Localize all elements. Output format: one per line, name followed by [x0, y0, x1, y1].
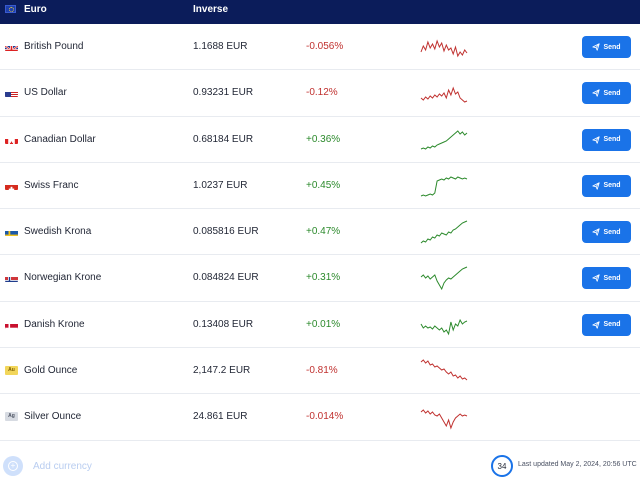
ch-flag-icon — [5, 181, 18, 190]
currency-list: British Pound 1.1688 EUR -0.056% Send US Dol… — [0, 24, 640, 441]
ca-flag-icon — [5, 135, 18, 144]
currency-row[interactable]: Swiss Franc 1.0237 EUR +0.45% Send — [0, 163, 640, 210]
change-percent: -0.12% — [306, 87, 338, 99]
inverse-toggle[interactable]: Inverse — [193, 4, 229, 15]
paper-plane-icon — [592, 89, 601, 97]
currency-row[interactable]: Ag Silver Ounce 24.861 EUR -0.014% — [0, 394, 640, 441]
exchange-rate: 0.93231 EUR — [193, 87, 254, 99]
send-button[interactable]: Send — [582, 36, 631, 58]
footer: + Add currency 34 Last updated May 2, 20… — [0, 452, 640, 479]
send-button-label: Send — [603, 182, 621, 190]
send-button[interactable]: Send — [582, 82, 631, 105]
add-currency-button[interactable]: + Add currency — [3, 456, 92, 476]
currency-name: Swedish Krona — [24, 226, 92, 238]
sparkline-chart — [420, 39, 468, 58]
paper-plane-icon — [592, 321, 601, 329]
sparkline-chart — [420, 129, 468, 150]
exchange-rate: 2,147.2 EUR — [193, 365, 251, 377]
paper-plane-icon — [592, 43, 601, 51]
send-button-label: Send — [603, 43, 621, 51]
currency-name: Gold Ounce — [24, 365, 78, 377]
sparkline-path — [420, 267, 468, 291]
paper-plane-icon — [592, 274, 601, 283]
paper-plane-icon — [592, 182, 601, 190]
currency-row[interactable]: Au Gold Ounce 2,147.2 EUR -0.81% — [0, 348, 640, 395]
sparkline-path — [420, 86, 468, 103]
us-flag-icon — [5, 88, 18, 98]
sparkline-path — [420, 39, 468, 58]
currency-row[interactable]: Canadian Dollar 0.68184 EUR +0.36% Send — [0, 117, 640, 163]
currency-row[interactable]: Norwegian Krone 0.084824 EUR +0.31% Send — [0, 255, 640, 302]
au-metal-icon: Au — [5, 366, 18, 376]
exchange-rate: 0.13408 EUR — [193, 318, 254, 330]
send-button[interactable]: Send — [582, 174, 631, 197]
change-percent: +0.47% — [306, 226, 341, 238]
currency-header: Euro Inverse — [0, 0, 640, 24]
dk-flag-icon — [5, 320, 18, 329]
send-button-label: Send — [603, 321, 621, 329]
sparkline-chart — [420, 318, 468, 336]
currency-name: Danish Krone — [24, 318, 85, 330]
exchange-rate: 1.0237 EUR — [193, 179, 248, 191]
exchange-rate: 0.68184 EUR — [193, 133, 254, 145]
currency-name: Swiss Franc — [24, 179, 79, 191]
currency-row[interactable]: British Pound 1.1688 EUR -0.056% Send — [0, 24, 640, 71]
exchange-rate: 0.085816 EUR — [193, 226, 259, 238]
last-updated-text: Last updated May 2, 2024, 20:56 UTC — [518, 461, 637, 468]
sparkline-path — [420, 176, 468, 197]
paper-plane-icon — [592, 228, 601, 236]
sparkline-path — [420, 318, 468, 336]
currency-name: Canadian Dollar — [24, 133, 96, 145]
eu-flag-icon — [5, 5, 16, 13]
add-currency-label: Add currency — [33, 460, 92, 472]
gb-flag-icon — [5, 42, 18, 51]
paper-plane-icon — [592, 135, 601, 144]
currency-row[interactable]: Danish Krone 0.13408 EUR +0.01% Send — [0, 302, 640, 349]
change-percent: -0.81% — [306, 365, 338, 377]
send-button[interactable]: Send — [582, 313, 631, 336]
exchange-rate: 0.084824 EUR — [193, 272, 259, 284]
currency-name: US Dollar — [24, 87, 67, 99]
change-percent: +0.31% — [306, 272, 341, 284]
sparkline-chart — [420, 359, 468, 381]
sparkline-path — [420, 220, 468, 244]
sparkline-chart — [420, 176, 468, 197]
send-button-label: Send — [603, 136, 621, 144]
currency-name: Silver Ounce — [24, 411, 82, 423]
sparkline-chart — [420, 409, 468, 430]
sparkline-path — [420, 129, 468, 150]
exchange-rate: 24.861 EUR — [193, 411, 248, 423]
currency-row[interactable]: US Dollar 0.93231 EUR -0.12% Send — [0, 70, 640, 117]
send-button[interactable]: Send — [582, 221, 631, 244]
sparkline-chart — [420, 220, 468, 244]
change-percent: -0.014% — [306, 411, 344, 423]
change-percent: +0.45% — [306, 179, 341, 191]
se-flag-icon — [5, 227, 18, 237]
exchange-rate: 1.1688 EUR — [193, 41, 248, 52]
currency-row[interactable]: Swedish Krona 0.085816 EUR +0.47% Send — [0, 209, 640, 256]
sparkline-path — [420, 409, 468, 430]
refresh-timer: 34 — [491, 455, 513, 477]
sparkline-path — [420, 359, 468, 381]
send-button-label: Send — [603, 89, 621, 97]
currency-name: British Pound — [24, 41, 84, 52]
send-button-label: Send — [603, 228, 621, 236]
send-button[interactable]: Send — [582, 128, 631, 151]
sparkline-chart — [420, 86, 468, 103]
change-percent: +0.36% — [306, 133, 341, 145]
base-currency-name[interactable]: Euro — [24, 4, 47, 15]
ag-metal-icon: Ag — [5, 412, 18, 422]
send-button-label: Send — [603, 274, 621, 282]
currency-name: Norwegian Krone — [24, 272, 102, 284]
no-flag-icon — [5, 273, 18, 283]
change-percent: -0.056% — [306, 41, 344, 52]
send-button[interactable]: Send — [582, 267, 631, 290]
change-percent: +0.01% — [306, 318, 341, 330]
plus-circle-icon: + — [3, 456, 23, 476]
sparkline-chart — [420, 267, 468, 291]
